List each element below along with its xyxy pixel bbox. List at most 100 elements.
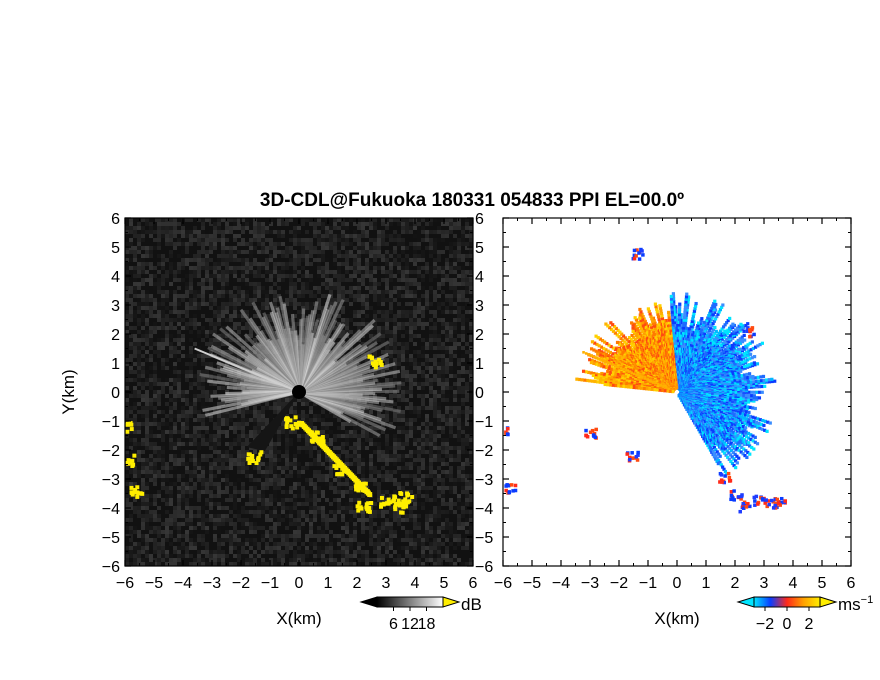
noise-cell xyxy=(433,338,437,342)
noise-cell xyxy=(417,286,421,290)
noise-cell xyxy=(141,478,145,482)
noise-cell xyxy=(469,270,473,274)
noise-cell xyxy=(401,274,405,278)
noise-cell xyxy=(133,434,137,438)
noise-cell xyxy=(141,398,145,402)
noise-cell xyxy=(169,234,173,238)
noise-cell xyxy=(213,222,217,226)
noise-cell xyxy=(189,406,193,410)
noise-cell xyxy=(169,454,173,458)
noise-cell xyxy=(185,522,189,526)
noise-cell xyxy=(253,434,257,438)
noise-cell xyxy=(145,554,149,558)
noise-cell xyxy=(185,550,189,554)
noise-cell xyxy=(165,494,169,498)
noise-cell xyxy=(437,250,441,254)
noise-cell xyxy=(217,258,221,262)
noise-cell xyxy=(329,510,333,514)
noise-cell xyxy=(277,498,281,502)
noise-cell xyxy=(465,298,469,302)
noise-cell xyxy=(441,386,445,390)
noise-cell xyxy=(405,310,409,314)
noise-cell xyxy=(177,530,181,534)
noise-cell xyxy=(405,474,409,478)
noise-cell xyxy=(317,418,321,422)
noise-cell xyxy=(393,318,397,322)
noise-cell xyxy=(249,302,253,306)
noise-cell xyxy=(157,382,161,386)
noise-cell xyxy=(181,298,185,302)
noise-cell xyxy=(457,410,461,414)
noise-cell xyxy=(173,406,177,410)
noise-cell xyxy=(385,274,389,278)
noise-cell xyxy=(161,434,165,438)
noise-cell xyxy=(193,514,197,518)
noise-cell xyxy=(145,358,149,362)
noise-cell xyxy=(201,382,205,386)
noise-cell xyxy=(453,330,457,334)
noise-cell xyxy=(469,278,473,282)
noise-cell xyxy=(373,330,377,334)
noise-cell xyxy=(465,342,469,346)
noise-cell xyxy=(373,266,377,270)
noise-cell xyxy=(469,322,473,326)
noise-cell xyxy=(189,402,193,406)
noise-cell xyxy=(385,298,389,302)
noise-cell xyxy=(189,522,193,526)
noise-cell xyxy=(369,334,373,338)
noise-cell xyxy=(165,326,169,330)
noise-cell xyxy=(145,458,149,462)
noise-cell xyxy=(441,322,445,326)
noise-cell xyxy=(241,314,245,318)
noise-cell xyxy=(381,370,385,374)
noise-cell xyxy=(289,238,293,242)
noise-cell xyxy=(213,370,217,374)
noise-cell xyxy=(413,234,417,238)
noise-cell xyxy=(381,334,385,338)
noise-cell xyxy=(433,334,437,338)
noise-cell xyxy=(365,434,369,438)
noise-cell xyxy=(241,226,245,230)
noise-cell xyxy=(137,530,141,534)
noise-cell xyxy=(293,406,297,410)
noise-cell xyxy=(433,238,437,242)
noise-cell xyxy=(173,382,177,386)
noise-cell xyxy=(129,518,133,522)
noise-cell xyxy=(129,346,133,350)
noise-cell xyxy=(141,278,145,282)
noise-cell xyxy=(217,402,221,406)
noise-cell xyxy=(397,514,401,518)
noise-cell xyxy=(373,318,377,322)
noise-cell xyxy=(289,514,293,518)
noise-cell xyxy=(345,238,349,242)
noise-cell xyxy=(409,486,413,490)
noise-cell xyxy=(241,526,245,530)
noise-cell xyxy=(261,550,265,554)
noise-cell xyxy=(141,266,145,270)
noise-cell xyxy=(189,322,193,326)
noise-cell xyxy=(177,458,181,462)
noise-cell xyxy=(273,402,277,406)
noise-cell xyxy=(385,434,389,438)
noise-cell xyxy=(269,446,273,450)
noise-cell xyxy=(309,242,313,246)
noise-cell xyxy=(457,542,461,546)
noise-cell xyxy=(393,338,397,342)
noise-cell xyxy=(137,286,141,290)
noise-cell xyxy=(297,462,301,466)
noise-cell xyxy=(189,454,193,458)
noise-cell xyxy=(445,550,449,554)
noise-cell xyxy=(389,306,393,310)
noise-cell xyxy=(461,402,465,406)
noise-cell xyxy=(157,434,161,438)
noise-cell xyxy=(409,270,413,274)
noise-cell xyxy=(417,298,421,302)
noise-cell xyxy=(405,270,409,274)
noise-cell xyxy=(161,338,165,342)
noise-cell xyxy=(189,490,193,494)
noise-cell xyxy=(305,422,309,426)
noise-cell xyxy=(293,410,297,414)
noise-cell xyxy=(393,230,397,234)
noise-cell xyxy=(229,410,233,414)
noise-cell xyxy=(397,294,401,298)
